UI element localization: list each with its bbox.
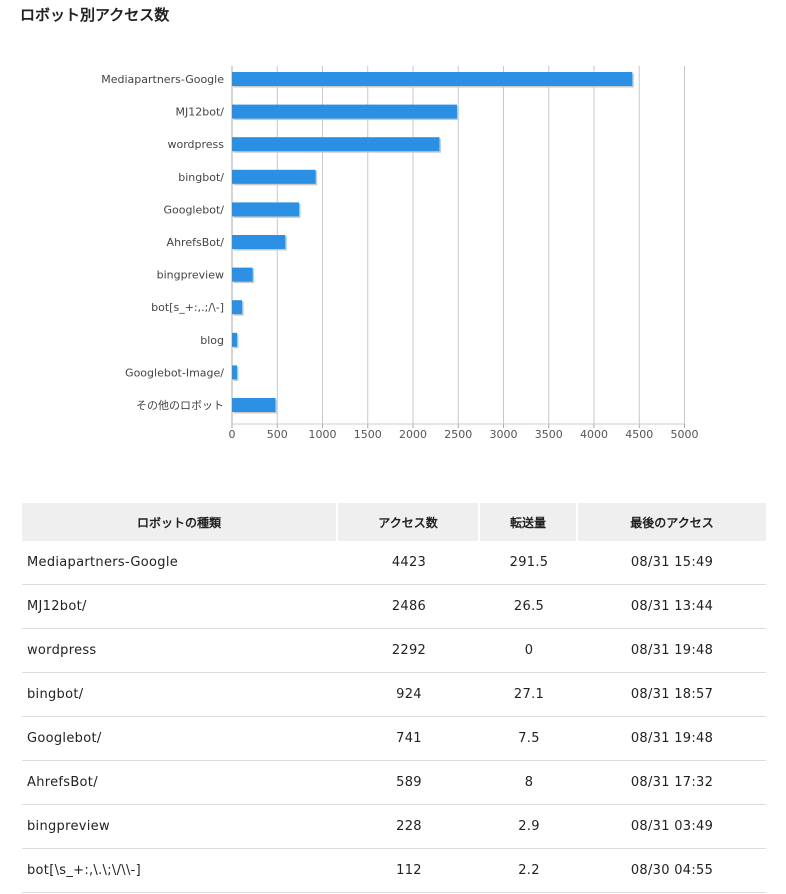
table-row: wordpress 2292 0 08/31 19:48 [22,629,766,673]
cell-transfer: 0 [480,629,578,673]
bar [232,398,276,412]
category-label: bingpreview [157,269,224,282]
category-label: bingbot/ [178,171,224,184]
x-tick-label: 2500 [444,428,472,441]
cell-robot-name: AhrefsBot/ [22,761,338,805]
x-tick-label: 1000 [309,428,337,441]
category-label: その他のロボット [136,399,224,412]
table-row: Mediapartners-Google 4423 291.5 08/31 15… [22,541,766,585]
bar-chart: 0 500 1000 1500 2000 2500 3000 3500 4000 4500 5000… [101,66,699,441]
cell-robot-name: Mediapartners-Google [22,541,338,585]
bar [232,235,286,249]
cell-access-count: 2292 [338,629,480,673]
cell-access-count: 112 [338,849,480,893]
category-label: bot[s_+:,.;/\-] [151,301,224,314]
cell-last-access: 08/31 18:57 [578,673,766,717]
x-tick-label: 5000 [671,428,699,441]
cell-robot-name: bingpreview [22,805,338,849]
table-row: AhrefsBot/ 589 8 08/31 17:32 [22,761,766,805]
category-label: wordpress [167,138,224,151]
cell-access-count: 2486 [338,585,480,629]
category-label: Googlebot-Image/ [125,366,224,379]
cell-robot-name: MJ12bot/ [22,585,338,629]
cell-last-access: 08/31 19:48 [578,717,766,761]
table-row: bot[\s_+:,\.\;\/\\-] 112 2.2 08/30 04:55 [22,849,766,893]
cell-transfer: 8 [480,761,578,805]
cell-transfer: 2.9 [480,805,578,849]
cell-transfer: 7.5 [480,717,578,761]
x-tick-label: 500 [267,428,288,441]
cell-last-access: 08/31 19:48 [578,629,766,673]
bar [232,202,300,217]
x-tick-label: 2000 [399,428,427,441]
header-robot-type[interactable]: ロボットの種類 [22,503,338,541]
table-row: MJ12bot/ 2486 26.5 08/31 13:44 [22,585,766,629]
cell-last-access: 08/31 13:44 [578,585,766,629]
x-tick-label: 4000 [580,428,608,441]
table-header-row: ロボットの種類 アクセス数 転送量 最後のアクセス [22,503,766,541]
x-tick-label: 3500 [535,428,563,441]
header-transfer[interactable]: 転送量 [480,503,578,541]
cell-robot-name: Googlebot/ [22,717,338,761]
bar [232,169,316,184]
header-last-access[interactable]: 最後のアクセス [578,503,766,541]
bar [232,365,237,380]
x-tick-label: 3000 [490,428,518,441]
header-access-count[interactable]: アクセス数 [338,503,480,541]
table-row: bingpreview 228 2.9 08/31 03:49 [22,805,766,849]
robot-table-container: ロボットの種類 アクセス数 転送量 最後のアクセス Mediapartners-… [22,503,766,893]
cell-access-count: 228 [338,805,480,849]
cell-access-count: 924 [338,673,480,717]
category-label: Mediapartners-Google [101,73,224,86]
cell-transfer: 2.2 [480,849,578,893]
cell-transfer: 27.1 [480,673,578,717]
robot-table: ロボットの種類 アクセス数 転送量 最後のアクセス Mediapartners-… [22,503,766,893]
cell-last-access: 08/31 15:49 [578,541,766,585]
cell-robot-name: bingbot/ [22,673,338,717]
cell-last-access: 08/30 04:55 [578,849,766,893]
category-label: Googlebot/ [163,203,224,216]
x-tick-label: 0 [229,428,236,441]
bar [232,300,243,315]
page-title: ロボット別アクセス数 [20,6,170,24]
cell-access-count: 741 [338,717,480,761]
cell-robot-name: bot[\s_+:,\.\;\/\\-] [22,849,338,893]
bar [232,72,633,86]
category-label: AhrefsBot/ [167,236,225,249]
bar [232,332,237,347]
cell-transfer: 291.5 [480,541,578,585]
x-tick-label: 4500 [625,428,653,441]
cell-last-access: 08/31 03:49 [578,805,766,849]
cell-access-count: 589 [338,761,480,805]
cell-last-access: 08/31 17:32 [578,761,766,805]
x-tick-label: 1500 [354,428,382,441]
category-label: blog [200,334,224,347]
bar [232,267,253,282]
cell-robot-name: wordpress [22,629,338,673]
cell-access-count: 4423 [338,541,480,585]
category-label: MJ12bot/ [176,106,225,119]
bar [232,104,457,119]
table-row: Googlebot/ 741 7.5 08/31 19:48 [22,717,766,761]
table-row: bingbot/ 924 27.1 08/31 18:57 [22,673,766,717]
bar [232,137,440,152]
cell-transfer: 26.5 [480,585,578,629]
